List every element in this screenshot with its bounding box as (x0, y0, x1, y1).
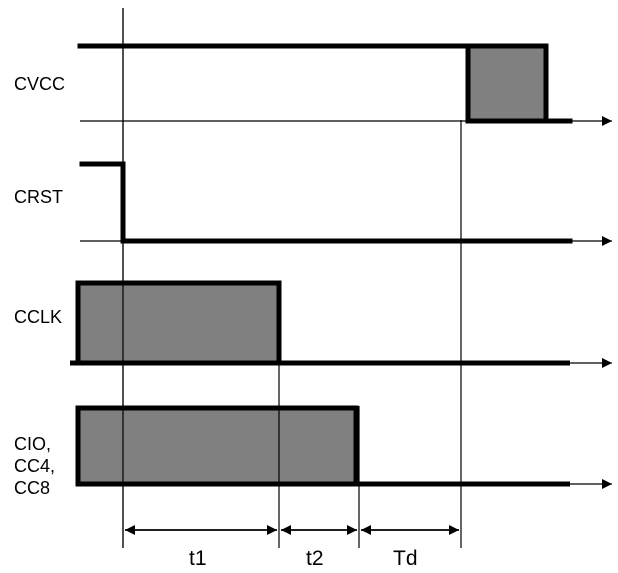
label-t1: t1 (189, 547, 207, 570)
cio-signal (75, 405, 612, 489)
label-cc4: CC4, (14, 456, 55, 476)
cclk-signal (70, 280, 612, 368)
cvcc-shaded-region (465, 43, 549, 124)
cvcc-signal (77, 43, 612, 126)
label-t2: t2 (306, 547, 324, 570)
crst-waveform (79, 161, 573, 244)
cio-shaded-region (75, 405, 359, 487)
label-td: Td (393, 547, 418, 570)
crst-signal (79, 161, 612, 246)
label-cclk: CCLK (14, 307, 62, 327)
label-cc8: CC8 (14, 478, 50, 498)
label-crst: CRST (14, 187, 63, 207)
cclk-shaded-region (75, 280, 282, 366)
cvcc-waveform (77, 43, 573, 124)
label-cvcc: CVCC (14, 74, 65, 94)
label-cio: CIO, (14, 434, 51, 454)
